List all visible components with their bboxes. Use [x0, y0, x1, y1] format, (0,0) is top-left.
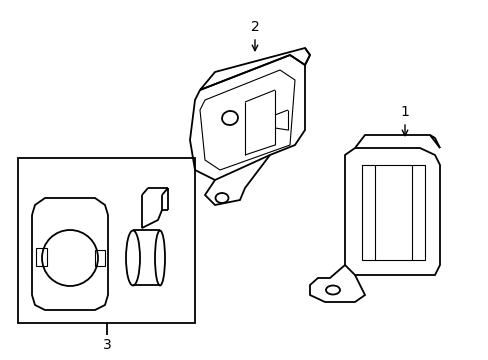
Text: 2: 2 — [250, 20, 259, 34]
Text: 1: 1 — [400, 105, 408, 119]
Text: 3: 3 — [102, 338, 111, 352]
Bar — [18, 158, 195, 323]
Bar — [36, 248, 47, 266]
Bar — [95, 250, 105, 266]
